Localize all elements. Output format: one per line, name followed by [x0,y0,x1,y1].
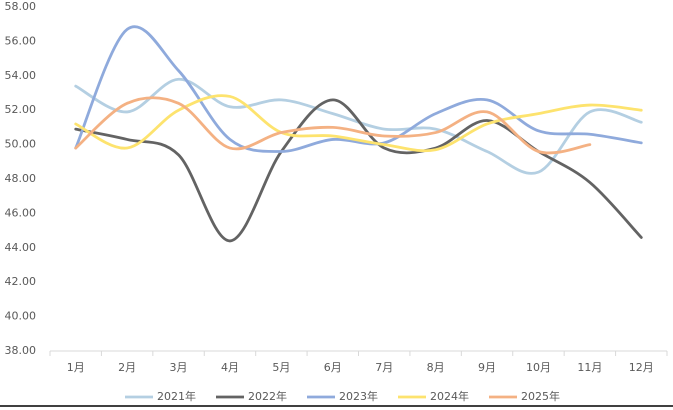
series-line [74,94,643,153]
series-line [74,96,592,155]
x-tick-label: 9月 [478,361,496,374]
series-line [74,77,643,175]
y-tick-label: 58.00 [5,0,37,13]
y-tick-label: 52.00 [5,103,37,116]
legend-label: 2023年 [339,389,378,403]
x-tick-label: 7月 [375,361,393,374]
x-tick-label: 1月 [67,361,85,374]
y-tick-label: 56.00 [5,34,37,47]
x-tick-label: 2月 [118,361,136,374]
y-tick-label: 40.00 [5,310,37,323]
series-line [74,25,643,153]
y-tick-label: 46.00 [5,206,37,219]
y-tick-label: 44.00 [5,241,37,254]
legend-label: 2021年 [157,389,196,403]
legend-label: 2025年 [521,389,560,403]
x-tick-label: 10月 [526,361,551,374]
x-tick-label: 8月 [427,361,445,374]
x-tick-label: 3月 [170,361,188,374]
y-tick-label: 48.00 [5,172,37,185]
y-tick-label: 50.00 [5,138,37,151]
series-line [74,98,643,243]
y-tick-label: 42.00 [5,275,37,288]
x-tick-label: 4月 [221,361,239,374]
legend-label: 2024年 [430,389,469,403]
x-tick-label: 11月 [577,361,602,374]
legend-label: 2022年 [248,389,287,403]
x-tick-label: 5月 [272,361,290,374]
x-tick-label: 6月 [324,361,342,374]
y-tick-label: 38.00 [5,344,37,357]
x-tick-label: 12月 [629,361,654,374]
y-tick-label: 54.00 [5,69,37,82]
